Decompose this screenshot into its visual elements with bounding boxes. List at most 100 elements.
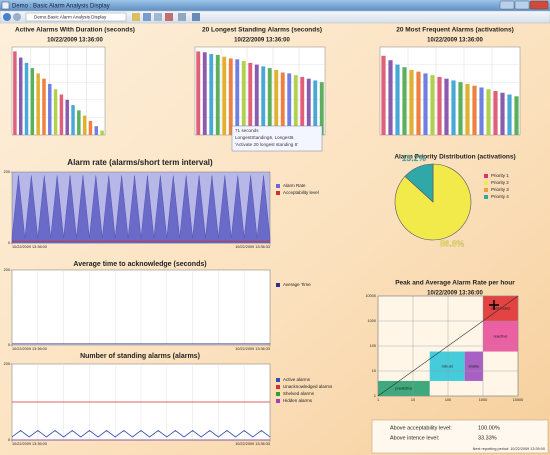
bar	[59, 94, 64, 135]
y-tick-label: 0	[8, 438, 10, 442]
bar	[430, 75, 435, 135]
bar	[77, 110, 81, 135]
toolbar-icon[interactable]	[192, 13, 200, 21]
x-tick-label: 10/22/2009 13:36:00	[12, 442, 47, 446]
toolbar-icon[interactable]	[165, 13, 173, 21]
y-tick-label: 10000	[365, 294, 376, 298]
chart-title: Alarm rate (alarms/short term interval)	[67, 158, 213, 167]
maximize-button[interactable]	[514, 0, 530, 10]
y-tick-label: 1	[374, 394, 376, 398]
cell-label: predictive	[395, 386, 413, 391]
chart-title: Alarm Priority Distribution (activations…	[394, 154, 515, 161]
bar	[228, 58, 233, 135]
x-tick-label: 10/22/2009 13:36:33	[235, 442, 270, 446]
legend-swatch	[276, 184, 280, 188]
legend-swatch	[276, 385, 280, 389]
legend-swatch	[276, 392, 280, 396]
y-tick-label: 0	[8, 343, 10, 347]
cell-label: overloaded	[491, 306, 511, 311]
bar	[24, 62, 29, 136]
bar	[388, 60, 393, 136]
x-tick-label: 10	[411, 398, 415, 402]
bar	[486, 89, 491, 135]
legend-swatch	[484, 195, 488, 199]
legend-swatch	[484, 181, 488, 185]
bar	[437, 76, 442, 135]
bar	[100, 130, 104, 135]
minimize-button[interactable]	[499, 0, 515, 10]
legend-swatch	[276, 399, 280, 403]
y-tick-label: 200	[4, 362, 10, 366]
bar	[53, 89, 58, 135]
legend-label: Priority 3	[491, 187, 509, 192]
bar	[36, 73, 40, 135]
display-dropdown[interactable]	[25, 12, 127, 22]
bar	[313, 80, 318, 135]
legend-label: Acceptability level	[283, 190, 319, 195]
heatmap-cell	[429, 351, 465, 381]
cursor	[489, 300, 499, 310]
bar	[451, 80, 456, 135]
chart-title: Active Alarms With Duration (seconds)	[15, 27, 135, 34]
bar	[319, 82, 324, 135]
bar	[94, 126, 99, 135]
status-panel	[371, 419, 549, 454]
y-tick-label: 100	[370, 344, 376, 348]
bar	[215, 54, 220, 135]
bar	[287, 73, 292, 135]
bar	[514, 96, 519, 135]
chart-title: Peak and Average Alarm Rate per hour	[395, 280, 515, 287]
back-button[interactable]	[3, 13, 11, 21]
close-button[interactable]	[529, 0, 549, 10]
bar	[381, 55, 386, 135]
toolbar-icon[interactable]	[132, 13, 140, 21]
pie-value-label: 86.8%	[440, 238, 465, 248]
chart-subtitle: 10/22/2009 13:36:00	[427, 291, 483, 297]
bar	[65, 99, 69, 135]
bar	[241, 61, 246, 135]
bar	[465, 83, 470, 135]
bar	[280, 72, 285, 135]
y-tick-label: 1000	[368, 319, 376, 323]
legend-swatch	[484, 174, 488, 178]
legend-label: Shelved alarms	[283, 391, 315, 396]
bar	[82, 115, 87, 135]
app-icon	[1, 1, 10, 10]
chart-title: Number of standing alarms (alarms)	[80, 353, 200, 360]
bar	[306, 78, 311, 135]
chart-subtitle: 10/22/2009 13:36:00	[234, 38, 290, 44]
bar	[300, 76, 305, 135]
status-label: Above acceptability level:	[390, 425, 452, 431]
heatmap-cell	[378, 380, 430, 396]
toolbar-icon[interactable]	[178, 13, 186, 21]
bar	[202, 52, 207, 135]
tooltip-line: LongestStanding6, Longest6	[235, 135, 294, 140]
bar	[42, 78, 46, 135]
chart-title: Average time to acknowledge (seconds)	[73, 261, 206, 268]
legend-label: Hidden alarms	[283, 398, 313, 403]
bar	[222, 56, 227, 135]
bar	[254, 64, 259, 135]
charts: Active Alarms With Duration (seconds) 10/…	[4, 27, 524, 446]
bar	[71, 105, 75, 135]
bar	[13, 51, 17, 135]
cell-label: stable	[469, 363, 480, 368]
x-tick-label: 10000	[513, 398, 524, 402]
bar	[472, 85, 477, 135]
toolbar-icon[interactable]	[143, 13, 151, 21]
legend-swatch	[276, 378, 280, 382]
display-dropdown-text: Demo.Basic Alarm Analysis Display	[34, 14, 107, 19]
plot-area	[379, 46, 521, 136]
heatmap-cell	[464, 351, 483, 381]
toolbar-icon[interactable]	[154, 13, 162, 21]
y-tick-label: 10	[372, 369, 376, 373]
bar	[507, 94, 512, 135]
forward-button[interactable]	[13, 13, 21, 21]
x-tick-label: 100	[445, 398, 451, 402]
legend-label: Active alarms	[283, 377, 311, 382]
plot-area	[11, 171, 271, 244]
bar	[402, 67, 407, 135]
bar	[18, 57, 23, 136]
bar	[267, 68, 272, 135]
